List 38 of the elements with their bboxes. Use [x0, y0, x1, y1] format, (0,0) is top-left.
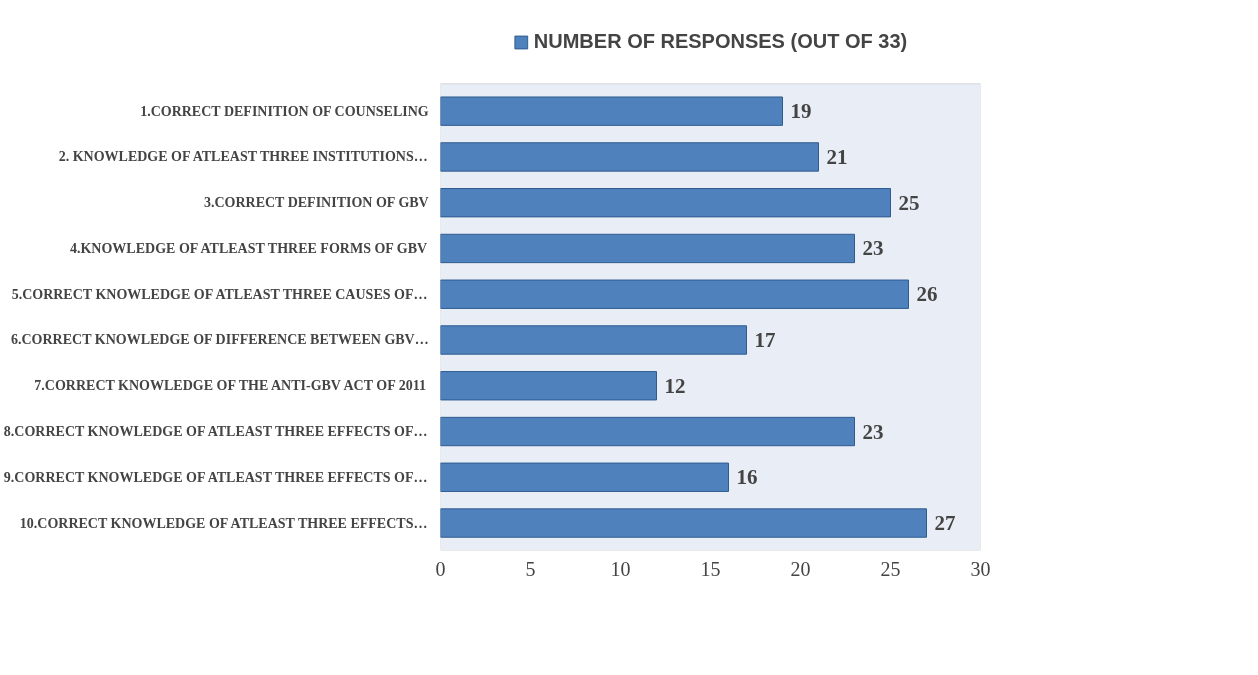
y-tick-label: 3.CORRECT DEFINITION OF GBV — [203, 195, 429, 211]
x-tick-label: 0 — [435, 557, 446, 580]
bar — [440, 508, 927, 538]
bar — [440, 233, 855, 264]
y-tick-label: 6.CORRECT KNOWLEDGE OF DIFFERENCE BETWEEN GBV… — [11, 332, 429, 348]
data-label: 16 — [736, 465, 758, 490]
data-label: 25 — [898, 190, 920, 215]
bar — [440, 188, 891, 218]
data-label: 17 — [754, 327, 776, 352]
data-label: 21 — [826, 144, 848, 169]
x-tick-label: 15 — [700, 557, 721, 580]
y-tick-label: 1.CORRECT DEFINITION OF COUNSELING — [140, 103, 429, 119]
bar — [440, 371, 657, 401]
x-tick-label: 25 — [880, 557, 901, 580]
y-tick-label: 9.CORRECT KNOWLEDGE OF ATLEAST THREE EFFECTS OF… — [3, 469, 428, 485]
legend-label: NUMBER OF RESPONSES (OUT OF 33) — [533, 30, 908, 53]
x-tick-label: 30 — [970, 557, 991, 580]
y-tick-label: 4.KNOWLEDGE OF ATLEAST THREE FORMS OF GBV — [69, 240, 428, 256]
bar — [440, 462, 729, 492]
data-label: 23 — [862, 419, 884, 444]
x-tick-label: 10 — [610, 557, 631, 580]
bar — [440, 142, 819, 172]
bar — [440, 279, 909, 309]
data-label: 27 — [934, 511, 956, 536]
x-tick-label: 20 — [790, 557, 811, 580]
data-label: 26 — [916, 282, 938, 307]
bar — [440, 416, 855, 447]
data-label: 19 — [790, 99, 812, 124]
data-label: 23 — [862, 236, 884, 261]
y-tick-label: 7.CORRECT KNOWLEDGE OF THE ANTI-GBV ACT OF 2011 — [34, 378, 426, 394]
y-tick-label: 2. KNOWLEDGE OF ATLEAST THREE INSTITUTIONS… — [58, 149, 428, 165]
x-tick-label: 5 — [525, 557, 536, 580]
y-tick-label: 8.CORRECT KNOWLEDGE OF ATLEAST THREE EFFECTS OF… — [3, 424, 428, 440]
y-tick-label: 5.CORRECT KNOWLEDGE OF ATLEAST THREE CAUSES OF… — [11, 286, 428, 302]
y-tick-label: 10.CORRECT KNOWLEDGE OF ATLEAST THREE EFFECTS… — [19, 515, 428, 531]
bar — [440, 96, 783, 126]
bar — [440, 325, 747, 355]
data-label: 12 — [664, 373, 686, 398]
